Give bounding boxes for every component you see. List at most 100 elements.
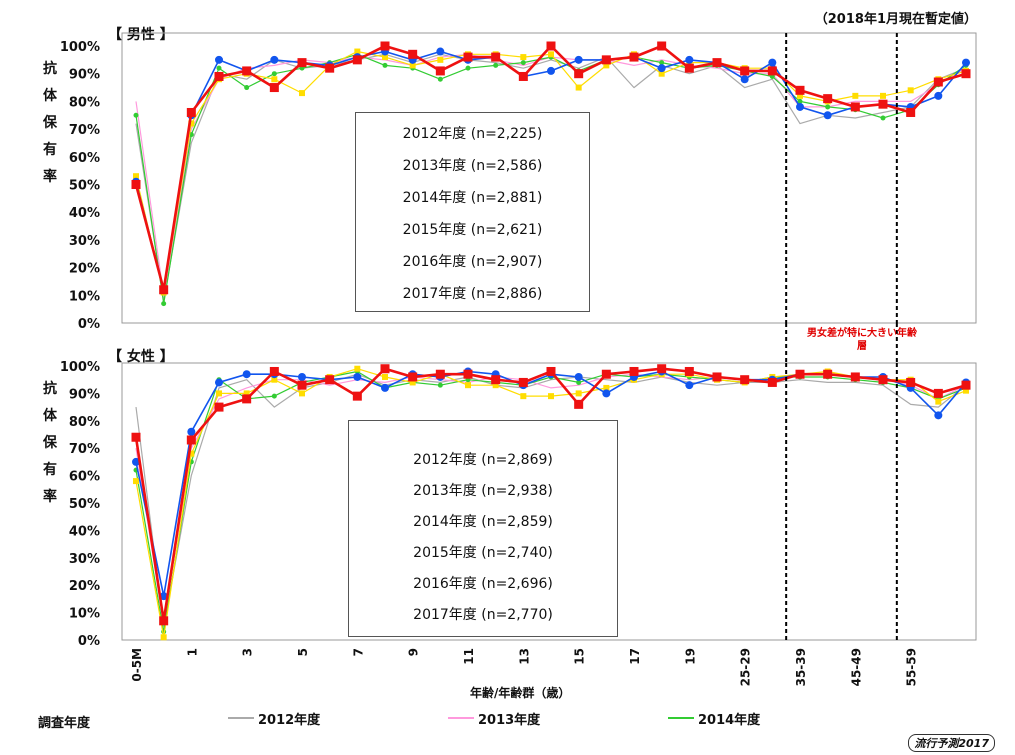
data-point (684, 63, 694, 73)
x-tick-label: 25-29 (739, 648, 753, 686)
data-point (242, 394, 252, 404)
data-point (214, 402, 224, 412)
legend-item-2013: 2013年度 (448, 708, 578, 728)
sample-size-line: 2017年度 (n=2,770) (413, 607, 553, 623)
x-tick-label: 15 (573, 648, 587, 665)
y-tick-label: 0% (78, 634, 100, 649)
plot-area (121, 32, 977, 324)
y-tick-label: 40% (69, 524, 100, 539)
data-point (271, 76, 278, 83)
data-point (269, 83, 279, 93)
data-point (518, 71, 528, 81)
x-tick-label: 7 (351, 648, 365, 656)
legend-item-2014: 2014年度 (668, 708, 798, 728)
data-point (491, 52, 501, 62)
y-tick-label: 70% (69, 442, 100, 457)
data-point (132, 457, 140, 466)
data-point (186, 435, 196, 445)
data-point (131, 180, 141, 189)
y-tick-label: 0% (78, 317, 100, 332)
y-tick-label: 30% (69, 234, 100, 249)
x-tick-label: 1 (185, 648, 199, 656)
data-point (437, 76, 443, 82)
data-point (880, 115, 886, 121)
y-tick-label: 60% (69, 470, 100, 485)
data-point (380, 41, 390, 51)
data-point (823, 94, 833, 104)
data-point (244, 85, 250, 91)
data-point (409, 379, 416, 386)
y-axis-label-male: 抗体保有率 (43, 61, 57, 185)
data-point (186, 107, 196, 117)
data-point (409, 62, 416, 69)
data-point (352, 391, 362, 401)
y-tick-label: 20% (69, 579, 100, 594)
data-point (935, 398, 942, 405)
x-tick-label: 45-49 (849, 648, 863, 686)
data-point (131, 432, 141, 442)
data-point (216, 390, 222, 397)
data-point (657, 64, 666, 73)
data-point (382, 62, 388, 68)
data-point (465, 65, 471, 71)
gender-gap-annotation: 男女差が特に大きい年齢層 (807, 328, 917, 352)
data-point (216, 65, 222, 71)
x-tick-label: 3 (241, 648, 255, 656)
sample-size-line: 2013年度 (n=2,586) (402, 158, 543, 174)
sample-size-line: 2015年度 (n=2,621) (402, 222, 543, 238)
data-point (546, 41, 556, 51)
data-point (161, 301, 167, 307)
data-point (825, 104, 831, 110)
data-point (437, 56, 444, 63)
data-point (659, 60, 665, 66)
data-point (353, 372, 362, 381)
data-point (269, 366, 279, 376)
data-point (603, 384, 610, 391)
y-tick-label: 90% (69, 387, 100, 402)
data-point (576, 379, 582, 385)
sample-size-box-male: 2012年度 (n=2,225) 2013年度 (n=2,586) 2014年度… (355, 112, 590, 312)
sample-size-box-female: 2012年度 (n=2,869) 2013年度 (n=2,938) 2014年度… (348, 420, 618, 637)
data-point (880, 92, 886, 99)
sample-size-line: 2012年度 (n=2,225) (402, 126, 543, 142)
data-point (906, 107, 916, 117)
data-point (271, 376, 278, 383)
data-point (325, 63, 335, 73)
data-point (298, 372, 306, 381)
x-tick-label: 35-39 (794, 648, 808, 686)
data-point (797, 98, 803, 104)
data-point (214, 71, 224, 81)
data-point (740, 66, 750, 76)
data-point (520, 60, 526, 66)
data-point (518, 377, 528, 387)
data-point (657, 41, 667, 51)
data-point (574, 399, 584, 409)
data-point (463, 52, 473, 62)
data-point (933, 388, 943, 398)
x-tick-label: 13 (517, 648, 531, 665)
data-point (629, 52, 639, 62)
x-tick-label: 19 (683, 648, 697, 665)
data-point (463, 369, 473, 379)
data-point (685, 381, 694, 390)
y-tick-label: 20% (69, 262, 100, 277)
data-point (797, 92, 803, 99)
x-tick-label: 5 (296, 648, 310, 656)
sample-size-line: 2016年度 (n=2,696) (413, 576, 553, 592)
data-point (961, 69, 971, 79)
data-point (603, 62, 610, 69)
data-point (215, 378, 223, 387)
sample-size-line: 2015年度 (n=2,740) (413, 545, 553, 561)
y-tick-label: 30% (69, 552, 100, 567)
y-tick-label: 50% (69, 179, 100, 194)
data-point (520, 54, 527, 61)
legend-label: 2013年度 (478, 713, 541, 728)
plot-area (121, 362, 977, 641)
data-point (408, 49, 418, 59)
x-tick-label: 0-5M (130, 648, 144, 682)
data-point (436, 47, 445, 56)
data-point (657, 364, 667, 374)
data-point (325, 375, 335, 385)
y-tick-label: 10% (69, 607, 100, 622)
